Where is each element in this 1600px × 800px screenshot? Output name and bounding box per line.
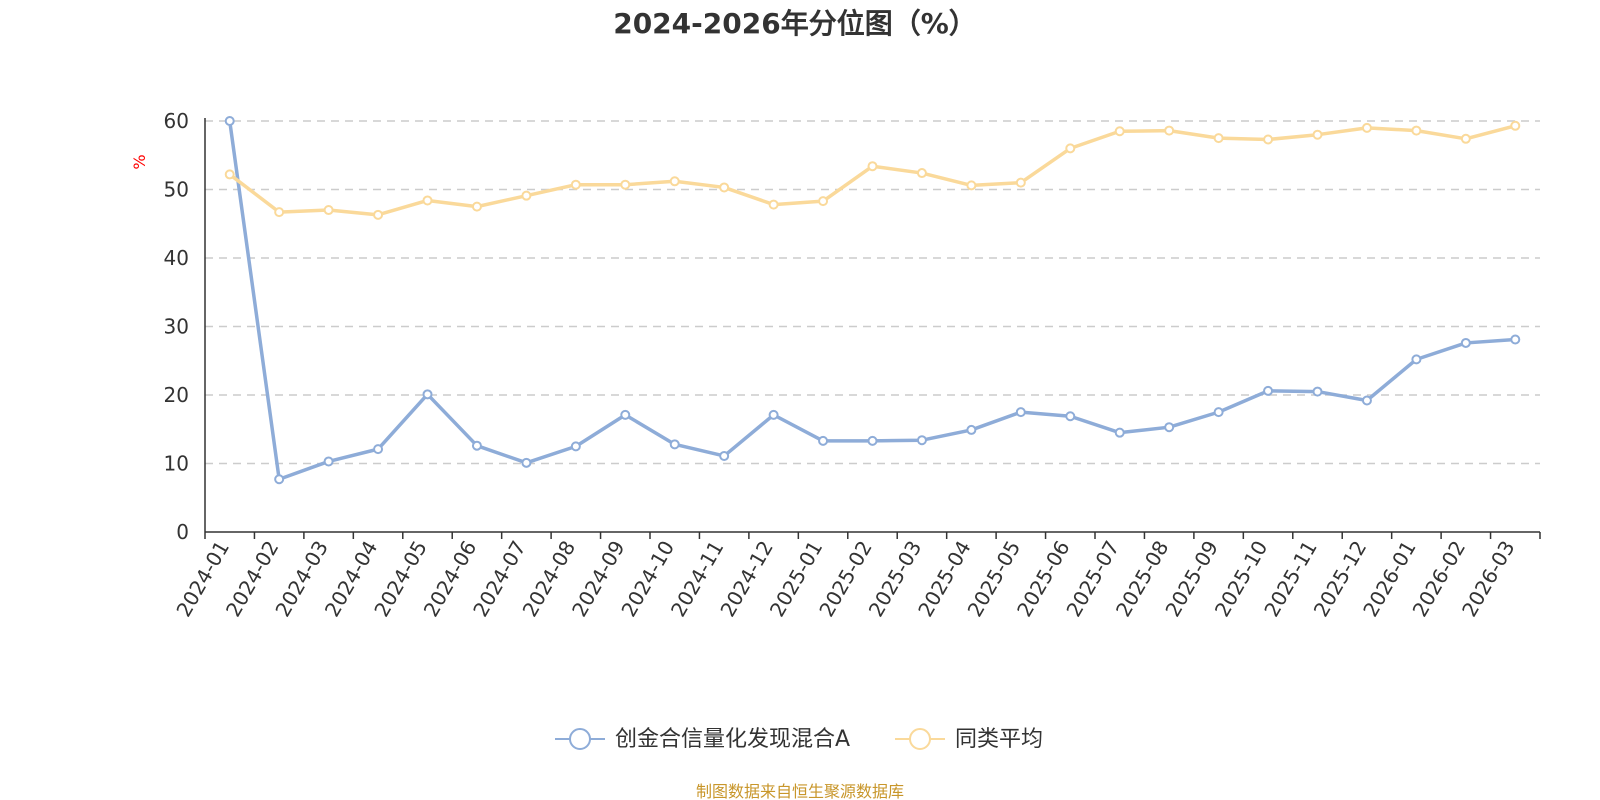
- y-tick-label-0: 0: [176, 520, 189, 544]
- series-0-point-2024-04[interactable]: [373, 444, 384, 455]
- chart-title: 2024-2026年分位图（%）: [613, 7, 977, 40]
- series-0-point-2024-11[interactable]: [719, 450, 730, 461]
- series-1-point-2025-12[interactable]: [1361, 122, 1372, 133]
- series-0-point-2024-01[interactable]: [224, 116, 235, 126]
- y-tick-label-10: 10: [164, 452, 189, 476]
- series-0-point-2025-07[interactable]: [1114, 427, 1125, 438]
- series-1-point-2024-07[interactable]: [521, 190, 532, 201]
- series-1-point-2024-12[interactable]: [768, 199, 779, 210]
- series-0-point-2024-05[interactable]: [422, 389, 433, 400]
- series-0-point-2025-10[interactable]: [1263, 385, 1274, 396]
- series-1-point-2025-11[interactable]: [1312, 129, 1323, 140]
- series-0-point-2025-02[interactable]: [867, 435, 878, 446]
- source-note: 制图数据来自恒生聚源数据库: [696, 782, 904, 800]
- series-0-point-2024-08[interactable]: [570, 441, 581, 452]
- series-1-point-2024-03[interactable]: [323, 205, 334, 216]
- series-0-point-2025-08[interactable]: [1164, 422, 1175, 433]
- series-1-point-2025-05[interactable]: [1015, 177, 1026, 188]
- series-0-point-2025-06[interactable]: [1065, 411, 1076, 422]
- series-0-point-2025-12[interactable]: [1361, 395, 1372, 406]
- x-axis-ticks: 2024-012024-022024-032024-042024-052024-…: [171, 532, 1541, 621]
- series-0-point-2025-01[interactable]: [818, 435, 829, 446]
- y-tick-label-20: 20: [164, 383, 189, 407]
- series-0-point-2024-12[interactable]: [768, 409, 779, 420]
- legend-average-label: 同类平均: [955, 727, 1043, 752]
- series-1-point-2025-03[interactable]: [916, 168, 927, 179]
- y-tick-label-40: 40: [164, 246, 189, 270]
- y-axis-ticks: 0 10 20 30 40 50 60: [164, 109, 189, 544]
- series-0-point-2024-02[interactable]: [274, 474, 285, 485]
- series-layer: [224, 116, 1521, 485]
- series-1-point-2025-06[interactable]: [1065, 143, 1076, 154]
- series-0-point-2026-02[interactable]: [1460, 337, 1471, 348]
- series-0-point-2024-07[interactable]: [521, 457, 532, 468]
- series-1-point-2024-04[interactable]: [373, 209, 384, 220]
- series-1-point-2025-09[interactable]: [1213, 133, 1224, 144]
- series-1-point-2025-04[interactable]: [966, 180, 977, 191]
- series-0-point-2026-03[interactable]: [1510, 334, 1521, 345]
- series-1-point-2026-03[interactable]: [1510, 120, 1521, 131]
- legend-fund-label: 创金合信量化发现混合A: [615, 727, 850, 752]
- series-0-point-2025-05[interactable]: [1015, 407, 1026, 418]
- y-axis-unit: %: [130, 154, 149, 169]
- y-tick-label-50: 50: [164, 178, 189, 202]
- series-1-point-2026-01[interactable]: [1411, 125, 1422, 136]
- series-1-point-2025-07[interactable]: [1114, 126, 1125, 137]
- legend-fund-marker: [569, 728, 591, 750]
- y-tick-label-60: 60: [164, 109, 189, 133]
- y-tick-label-30: 30: [164, 315, 189, 339]
- series-1-point-2026-02[interactable]: [1460, 133, 1471, 144]
- series-1-point-2025-08[interactable]: [1164, 125, 1175, 136]
- series-0-point-2024-03[interactable]: [323, 456, 334, 467]
- legend-item-category-average[interactable]: 同类平均: [895, 727, 1043, 752]
- grid-lines: [205, 120, 1540, 465]
- series-1-point-2024-05[interactable]: [422, 195, 433, 206]
- series-0-point-2024-06[interactable]: [471, 440, 482, 451]
- legend: 创金合信量化发现混合A 同类平均: [555, 727, 1043, 752]
- series-1-point-2024-10[interactable]: [669, 176, 680, 187]
- series-1-point-2025-10[interactable]: [1263, 134, 1274, 145]
- series-1-point-2024-08[interactable]: [570, 179, 581, 190]
- series-1-point-2025-01[interactable]: [818, 196, 829, 207]
- series-1-point-2025-02[interactable]: [867, 161, 878, 172]
- series-1-point-2024-06[interactable]: [471, 201, 482, 212]
- series-0-point-2026-01[interactable]: [1411, 354, 1422, 365]
- series-1-point-2024-11[interactable]: [719, 182, 730, 193]
- series-0-point-2025-03[interactable]: [916, 435, 927, 446]
- series-0-point-2025-04[interactable]: [966, 424, 977, 435]
- series-0-point-2024-09[interactable]: [620, 409, 631, 420]
- series-0-point-2024-10[interactable]: [669, 439, 680, 450]
- legend-item-fund[interactable]: 创金合信量化发现混合A: [555, 727, 850, 752]
- legend-average-marker: [909, 728, 931, 750]
- axes: [204, 118, 1540, 533]
- series-1-point-2024-09[interactable]: [620, 179, 631, 190]
- series-1-point-2024-01[interactable]: [224, 169, 235, 180]
- series-1-point-2024-02[interactable]: [274, 207, 285, 218]
- series-0-point-2025-11[interactable]: [1312, 386, 1323, 397]
- series-line-0: [227, 120, 1516, 482]
- series-0-point-2025-09[interactable]: [1213, 407, 1224, 418]
